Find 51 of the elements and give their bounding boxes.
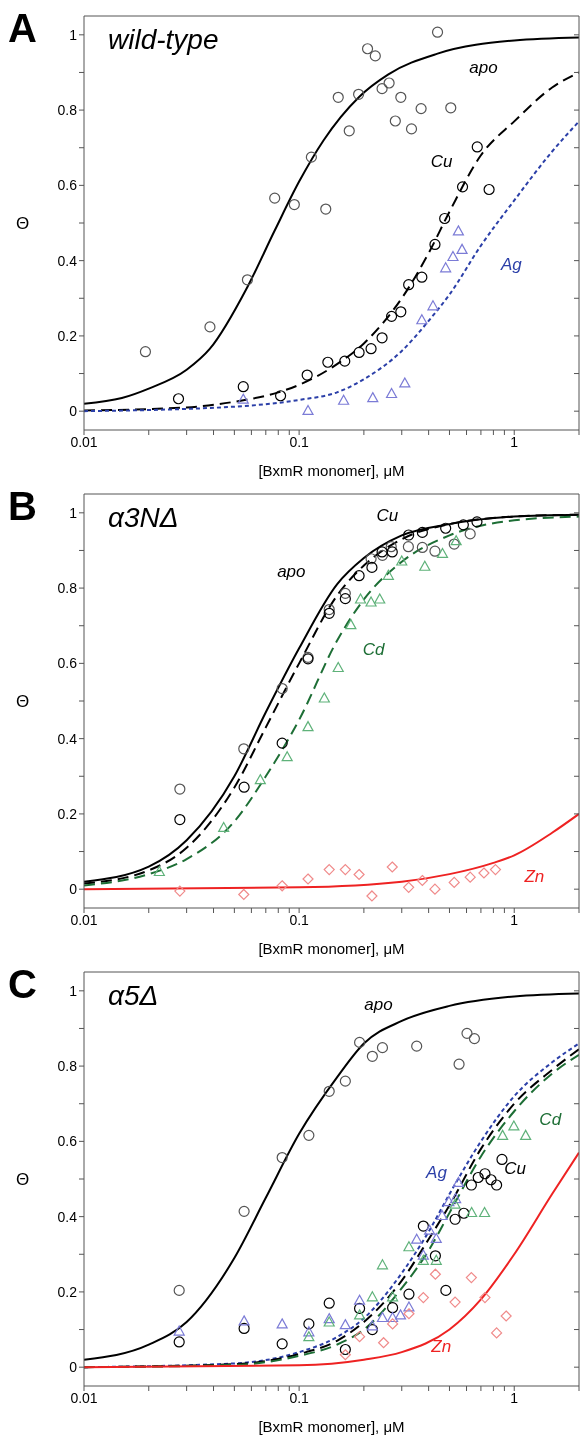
y-tick-label: 0.2 bbox=[57, 327, 78, 344]
y-tick-label: 0.4 bbox=[57, 1208, 78, 1225]
y-tick-label: 1 bbox=[69, 504, 78, 521]
series-label: apo bbox=[364, 995, 393, 1015]
y-tick-label: 0.8 bbox=[57, 102, 78, 119]
y-tick-label: 1 bbox=[69, 982, 78, 999]
y-tick-label: 0.2 bbox=[57, 805, 78, 822]
series-label: Cu bbox=[376, 506, 399, 526]
x-tick-label: 0.1 bbox=[289, 1389, 310, 1406]
y-tick-label: 0 bbox=[69, 881, 78, 898]
series-label: Cu bbox=[430, 151, 454, 171]
y-tick-label: 0 bbox=[69, 1359, 78, 1376]
series-label: Cu bbox=[504, 1158, 527, 1178]
x-tick-label: 0.1 bbox=[289, 433, 310, 450]
series-label: Zn bbox=[430, 1336, 452, 1356]
series-label: Ag bbox=[425, 1162, 448, 1182]
y-tick-label: 0.6 bbox=[57, 655, 78, 672]
y-tick-label: 1 bbox=[69, 26, 78, 43]
y-tick-label: 0.8 bbox=[57, 580, 78, 597]
x-tick-label: 0.01 bbox=[70, 433, 98, 450]
x-tick-label: 0.01 bbox=[70, 911, 98, 928]
series-label: apo bbox=[469, 58, 498, 78]
series-label: Ag bbox=[500, 255, 523, 275]
x-axis-title: [BxmR monomer], μM bbox=[258, 1418, 405, 1435]
y-tick-label: 0.4 bbox=[57, 730, 78, 747]
x-tick-label: 1 bbox=[510, 1389, 519, 1406]
x-axis-title: [BxmR monomer], μM bbox=[258, 940, 405, 957]
chart-subtitle: α3NΔ bbox=[108, 502, 179, 533]
x-tick-label: 1 bbox=[510, 433, 519, 450]
y-tick-label: 0.4 bbox=[57, 252, 78, 269]
series-label: Cd bbox=[362, 640, 386, 660]
chart-subtitle: wild-type bbox=[108, 24, 219, 55]
chart-title: B bbox=[8, 484, 37, 528]
chart-title: C bbox=[8, 962, 37, 1006]
y-tick-label: 0.6 bbox=[57, 177, 78, 194]
y-tick-label: 0.6 bbox=[57, 1133, 78, 1150]
y-axis-title: Θ bbox=[16, 1170, 30, 1190]
y-tick-label: 0.8 bbox=[57, 1058, 78, 1075]
x-tick-label: 0.1 bbox=[289, 911, 310, 928]
series-label: Cd bbox=[539, 1109, 562, 1129]
x-axis-title: [BxmR monomer], μM bbox=[258, 462, 405, 479]
x-tick-label: 1 bbox=[510, 911, 519, 928]
y-axis-title: Θ bbox=[16, 692, 30, 712]
series-label: apo bbox=[277, 562, 306, 582]
chart-title: A bbox=[8, 6, 37, 50]
chart-subtitle: α5Δ bbox=[108, 980, 159, 1011]
y-axis-title: Θ bbox=[16, 214, 30, 234]
y-tick-label: 0.2 bbox=[57, 1283, 78, 1300]
series-label: Zn bbox=[523, 866, 545, 886]
y-tick-label: 0 bbox=[69, 403, 78, 420]
x-tick-label: 0.01 bbox=[70, 1389, 98, 1406]
